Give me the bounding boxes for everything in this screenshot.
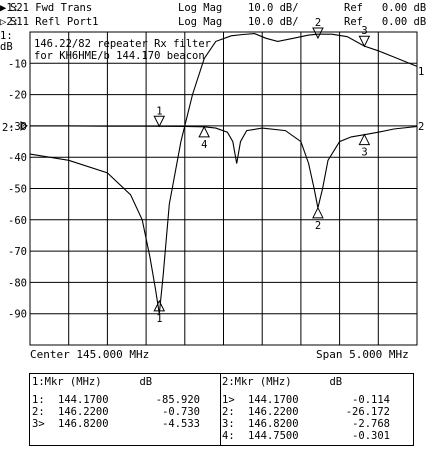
traces <box>29 33 418 314</box>
trace1-header: ▶1:S21 Fwd Trans Log Mag 10.0 dB/Ref 0.00 … <box>0 2 426 14</box>
center-frequency: Center 145.000 MHz <box>30 348 150 361</box>
marker-2-3-label: 3 <box>361 147 367 159</box>
y-tick-label: -90 <box>8 309 27 321</box>
marker-freq: 144.1700 <box>58 394 109 406</box>
marker-2-4-icon <box>198 125 210 138</box>
y-tick-labels: -10 -20 -30 -40 -50 -60 -70 -80 -90 <box>8 58 27 320</box>
marker-1-3-icon <box>358 35 371 48</box>
marker-1-2-icon <box>312 27 324 40</box>
y-tick-label: -80 <box>8 277 27 289</box>
marker-id: 1> <box>222 394 235 406</box>
table-row: 1> 144.1700 -0.114 <box>222 394 390 406</box>
trace1-marker-title: 1:Mkr (MHz) dB <box>32 376 153 388</box>
marker-id: 4: <box>222 430 235 442</box>
trace1-format: Log Mag <box>178 2 223 14</box>
marker-1-1-label: 1 <box>156 313 162 325</box>
trace2-name: S11 Refl Port1 <box>10 16 99 28</box>
marker-freq: 146.2200 <box>248 406 299 418</box>
marker-value: -0.730 <box>162 406 200 418</box>
marker-freq: 146.8200 <box>248 418 299 430</box>
trace2-format: Log Mag <box>178 16 223 28</box>
y-unit-label: dB <box>0 41 13 53</box>
trace2-ref: Ref 0.00 dB <box>344 16 427 28</box>
trace1-axis-label: 1: <box>0 30 13 42</box>
table-row: 4: 144.7500 -0.301 <box>222 430 390 442</box>
table-row: 3> 146.8200 -4.533 <box>32 418 200 430</box>
marker-2-1-icon <box>153 115 166 128</box>
marker-value: -0.301 <box>352 430 390 442</box>
marker-id: 2: <box>222 406 235 418</box>
marker-freq: 146.8200 <box>58 418 109 430</box>
marker-freq: 146.2200 <box>58 406 109 418</box>
grid <box>29 31 418 346</box>
marker-freq: 144.1700 <box>248 394 299 406</box>
trace2-header: ▷2:S11 Refl Port1 Log Mag 10.0 dB/Ref 0.00… <box>0 16 426 28</box>
marker-value: -26.172 <box>345 406 390 418</box>
y-tick-label: -70 <box>8 246 27 258</box>
table-row: 1: 144.1700 -85.920 <box>32 394 200 406</box>
trace2-ref-label-right: 2 <box>418 121 424 133</box>
trace2-axis-label: 2: <box>2 122 15 134</box>
table-row: 2: 146.2200 -0.730 <box>32 406 200 418</box>
marker-id: 3: <box>222 418 235 430</box>
marker-id: 2: <box>32 406 45 418</box>
trace2-ref-arrow-icon <box>20 120 28 131</box>
marker-1-3-label: 3 <box>361 25 367 37</box>
marker-2-1-label: 1 <box>156 105 162 117</box>
y-tick-label: -10 <box>8 58 27 70</box>
marker-1-1-icon <box>153 299 166 312</box>
table-row: 3: 146.8200 -2.768 <box>222 418 390 430</box>
annotation: 146.22/82 repeater Rx filter for KH6HME/… <box>34 38 211 62</box>
trace1-marker-column: 1:Mkr (MHz) dB 1: 144.1700 -85.920 2: 146.2… <box>30 374 221 445</box>
trace1-ref-label-right: 1 <box>418 66 424 78</box>
marker-freq: 144.7500 <box>248 430 299 442</box>
marker-value: -2.768 <box>352 418 390 430</box>
y-tick-label: -50 <box>8 184 27 196</box>
marker-id: 1: <box>32 394 45 406</box>
y-tick-label: -40 <box>8 152 27 164</box>
annotation-line2: for KH6HME/b 144.170 beacon <box>34 50 205 62</box>
annotation-line1: 146.22/82 repeater Rx filter <box>34 38 211 50</box>
marker-value: -4.533 <box>162 418 200 430</box>
y-tick-label: -20 <box>8 90 27 102</box>
trace1-ref: Ref 0.00 dB <box>344 2 427 14</box>
trace2-scale: 10.0 dB/ <box>248 16 299 28</box>
trace1-line <box>29 33 418 314</box>
marker-2-3-icon <box>358 133 371 146</box>
trace2-marker-title: 2:Mkr (MHz) dB <box>222 376 343 388</box>
marker-2-4-label: 4 <box>201 139 207 151</box>
trace2-line <box>30 125 418 209</box>
y-tick-label: -60 <box>8 215 27 227</box>
trace1-name: S21 Fwd Trans <box>10 2 93 14</box>
trace1-scale: 10.0 dB/ <box>248 2 299 14</box>
span-frequency: Span 5.000 MHz <box>316 348 409 361</box>
marker-1-2-label: 2 <box>315 17 321 29</box>
marker-table: 1:Mkr (MHz) dB 1: 144.1700 -85.920 2: 146.2… <box>29 373 414 446</box>
y-axis-labels: 1: dB 2: 1 2 <box>0 30 424 134</box>
y-tick-label: -30 <box>8 121 27 133</box>
marker-value: -0.114 <box>352 394 390 406</box>
marker-2-2-label: 2 <box>315 220 321 232</box>
marker-id: 3> <box>32 418 45 430</box>
markers: 1 2 3 1 2 3 4 <box>153 17 371 325</box>
marker-value: -85.920 <box>155 394 200 406</box>
trace2-marker-column: 2:Mkr (MHz) dB 1> 144.1700 -0.114 2: 146.22… <box>220 374 414 445</box>
marker-2-2-icon <box>312 206 324 219</box>
table-row: 2: 146.2200 -26.172 <box>222 406 390 418</box>
